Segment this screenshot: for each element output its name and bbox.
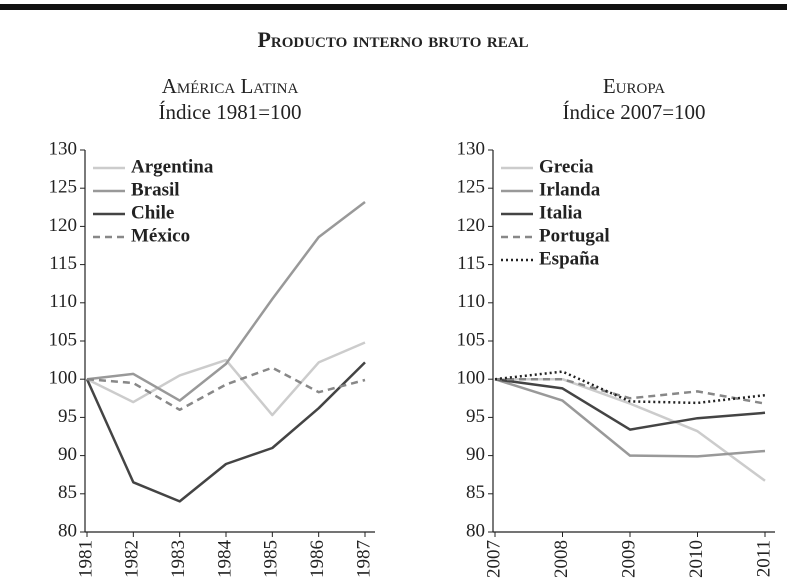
- series-line: [494, 377, 766, 431]
- top-rule: [0, 4, 787, 10]
- series-line: [86, 366, 366, 412]
- y-tick-label: 90: [58, 444, 77, 465]
- x-tick-label: 1981: [75, 540, 96, 578]
- x-tick-label: 1986: [307, 540, 328, 578]
- page-title: Producto interno bruto real: [257, 27, 528, 52]
- y-tick-label: 120: [49, 215, 78, 236]
- y-tick-label: 80: [466, 520, 485, 541]
- chart-title: América Latina: [162, 74, 299, 98]
- legend-label: Italia: [539, 202, 583, 223]
- y-tick-label: 100: [457, 368, 486, 389]
- x-tick-label: 2011: [753, 540, 774, 577]
- legend-label: Argentina: [131, 156, 214, 177]
- chart-subtitle: Índice 1981=100: [158, 100, 301, 124]
- legend-label: Portugal: [539, 225, 610, 246]
- y-tick-label: 85: [58, 482, 77, 503]
- legend-label: España: [539, 248, 600, 269]
- series-line: [85, 361, 366, 503]
- y-tick-label: 105: [49, 329, 78, 350]
- y-tick-label: 80: [58, 520, 77, 541]
- series-line: [495, 377, 766, 405]
- y-tick-label: 90: [466, 444, 485, 465]
- series-line: [494, 378, 766, 458]
- x-tick-label: 1987: [353, 540, 374, 578]
- y-tick-label: 120: [457, 215, 486, 236]
- chart-subtitle: Índice 2007=100: [562, 100, 705, 124]
- y-tick-label: 105: [457, 329, 486, 350]
- series-line: [495, 377, 766, 482]
- legend-label: Chile: [131, 202, 174, 223]
- y-tick-label: 95: [58, 406, 77, 427]
- y-tick-label: 95: [466, 406, 485, 427]
- series-line: [86, 201, 366, 402]
- y-tick-label: 125: [49, 177, 78, 198]
- x-tick-label: 1984: [214, 540, 235, 579]
- x-tick-label: 1982: [122, 540, 143, 578]
- x-tick-label: 2008: [551, 540, 572, 578]
- x-tick-label: 1983: [168, 540, 189, 578]
- y-tick-label: 130: [457, 138, 486, 159]
- chart-title: Europa: [603, 74, 665, 98]
- y-tick-label: 110: [457, 291, 485, 312]
- legend-label: Brasil: [131, 179, 180, 200]
- x-tick-label: 1985: [261, 540, 282, 578]
- y-tick-label: 85: [466, 482, 485, 503]
- legend-label: México: [131, 225, 190, 246]
- y-tick-label: 110: [49, 291, 77, 312]
- series-line: [494, 370, 766, 405]
- x-tick-label: 2007: [483, 540, 504, 578]
- x-tick-label: 2009: [618, 540, 639, 578]
- x-tick-label: 2010: [686, 540, 707, 578]
- legend-label: Irlanda: [539, 179, 601, 200]
- y-tick-label: 125: [457, 177, 486, 198]
- legend-label: Grecia: [539, 156, 594, 177]
- y-tick-label: 115: [49, 253, 77, 274]
- y-tick-label: 115: [457, 253, 485, 274]
- y-tick-label: 130: [49, 138, 78, 159]
- y-tick-label: 100: [49, 368, 78, 389]
- series-line: [86, 341, 366, 417]
